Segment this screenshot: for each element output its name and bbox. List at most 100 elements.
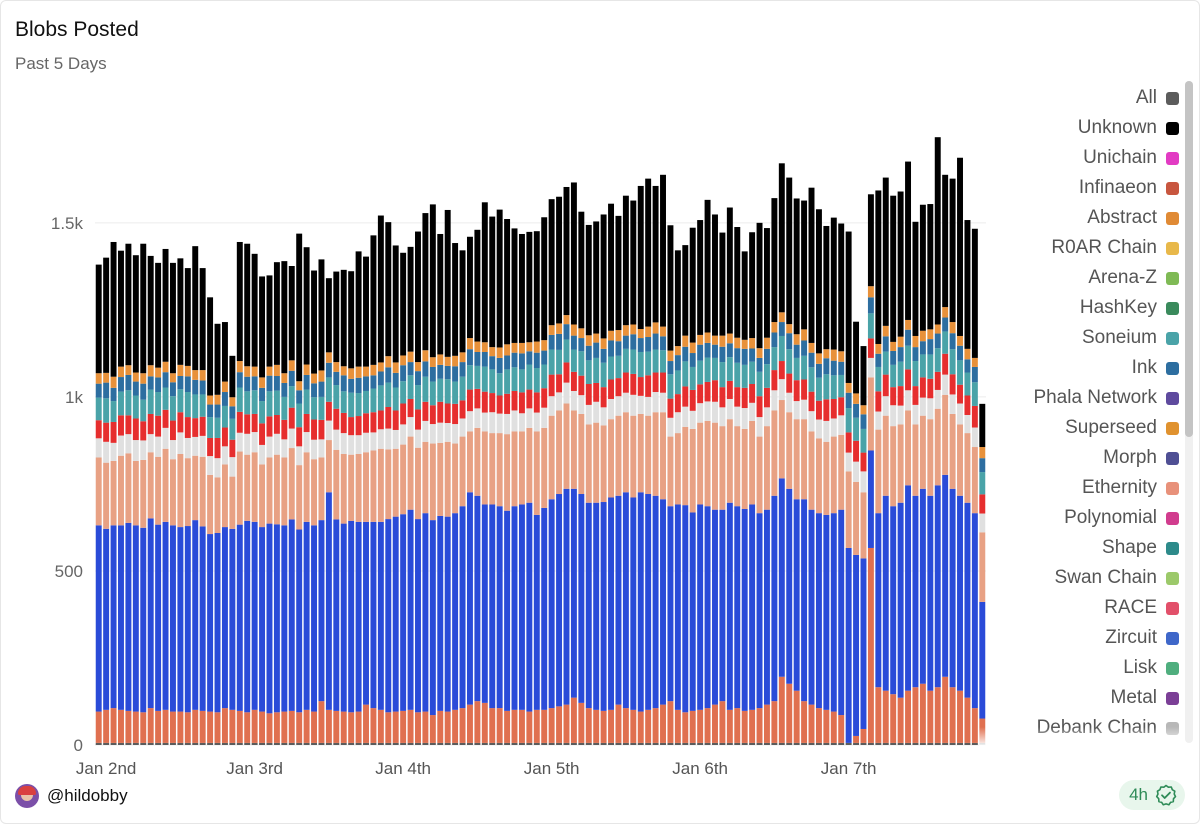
legend-item[interactable]: HashKey — [979, 293, 1179, 323]
legend-item[interactable]: Ethernity — [979, 473, 1179, 503]
bar-segment[interactable] — [355, 377, 362, 394]
bar-segment[interactable] — [845, 392, 852, 409]
bar-segment[interactable] — [853, 440, 860, 462]
bar-segment[interactable] — [221, 446, 228, 465]
bar-segment[interactable] — [749, 420, 756, 505]
bar-segment[interactable] — [489, 504, 496, 709]
bar-segment[interactable] — [511, 709, 518, 743]
bar-segment[interactable] — [778, 742, 785, 745]
bar-segment[interactable] — [734, 387, 741, 407]
bar-segment[interactable] — [830, 360, 837, 376]
bar-segment[interactable] — [400, 444, 407, 515]
bar-segment[interactable] — [823, 358, 830, 375]
bar-segment[interactable] — [110, 376, 117, 388]
legend-item[interactable]: Zircuit — [979, 623, 1179, 653]
bar-segment[interactable] — [333, 710, 340, 743]
bar-segment[interactable] — [236, 372, 243, 388]
bar-segment[interactable] — [875, 391, 882, 412]
bar-segment[interactable] — [600, 338, 607, 349]
bar-segment[interactable] — [207, 534, 214, 712]
bar-segment[interactable] — [296, 465, 303, 530]
bar-segment[interactable] — [815, 513, 822, 709]
bar-segment[interactable] — [578, 702, 585, 743]
bar-segment[interactable] — [407, 351, 414, 363]
bar-segment[interactable] — [504, 434, 511, 511]
bar-segment[interactable] — [481, 351, 488, 367]
bar-segment[interactable] — [637, 413, 644, 493]
bar-segment[interactable] — [244, 366, 251, 377]
bar-segment[interactable] — [95, 373, 102, 384]
legend-item[interactable]: Superseed — [979, 413, 1179, 443]
bar-segment[interactable] — [125, 742, 132, 745]
bar-segment[interactable] — [348, 520, 355, 713]
bar-segment[interactable] — [860, 428, 867, 453]
bar-segment[interactable] — [563, 324, 570, 340]
bar-segment[interactable] — [266, 416, 273, 437]
bar-segment[interactable] — [511, 367, 518, 391]
bar-segment[interactable] — [392, 711, 399, 743]
bar-segment[interactable] — [615, 396, 622, 416]
bar-segment[interactable] — [444, 516, 451, 712]
bar-segment[interactable] — [600, 214, 607, 339]
bar-segment[interactable] — [971, 382, 978, 406]
bar-segment[interactable] — [407, 509, 414, 710]
bar-segment[interactable] — [600, 348, 607, 363]
bar-segment[interactable] — [340, 391, 347, 413]
bar-segment[interactable] — [726, 502, 733, 710]
bar-segment[interactable] — [697, 709, 704, 743]
refresh-badge[interactable]: 4h — [1119, 780, 1185, 810]
bar-segment[interactable] — [608, 340, 615, 357]
bar-segment[interactable] — [429, 366, 436, 382]
bar-segment[interactable] — [541, 407, 548, 428]
bar-segment[interactable] — [192, 246, 199, 371]
bar-segment[interactable] — [749, 348, 756, 362]
bar-segment[interactable] — [385, 406, 392, 429]
bar-segment[interactable] — [778, 361, 785, 380]
bar-segment[interactable] — [749, 504, 756, 710]
bar-segment[interactable] — [845, 231, 852, 383]
bar-segment[interactable] — [311, 373, 318, 384]
bar-segment[interactable] — [556, 706, 563, 743]
bar-segment[interactable] — [793, 419, 800, 500]
bar-segment[interactable] — [905, 319, 912, 330]
bar-segment[interactable] — [942, 331, 949, 354]
bar-segment[interactable] — [912, 495, 919, 688]
bar-segment[interactable] — [251, 253, 258, 367]
bar-segment[interactable] — [214, 477, 221, 533]
bar-segment[interactable] — [296, 233, 303, 382]
bar-segment[interactable] — [815, 377, 822, 401]
bar-segment[interactable] — [570, 697, 577, 743]
bar-segment[interactable] — [838, 397, 845, 416]
bar-segment[interactable] — [311, 397, 318, 420]
bar-segment[interactable] — [853, 417, 860, 441]
bar-segment[interactable] — [169, 382, 176, 397]
bar-segment[interactable] — [719, 387, 726, 408]
bar-segment[interactable] — [815, 400, 822, 420]
bar-segment[interactable] — [474, 701, 481, 743]
bar-segment[interactable] — [184, 417, 191, 438]
bar-segment[interactable] — [645, 351, 652, 376]
bar-segment[interactable] — [155, 367, 162, 378]
bar-segment[interactable] — [964, 220, 971, 349]
bar-segment[interactable] — [645, 337, 652, 352]
bar-segment[interactable] — [214, 742, 221, 745]
bar-segment[interactable] — [318, 742, 325, 745]
bar-segment[interactable] — [385, 742, 392, 745]
bar-segment[interactable] — [838, 742, 845, 745]
bar-segment[interactable] — [251, 366, 258, 377]
bar-segment[interactable] — [905, 410, 912, 486]
bar-segment[interactable] — [348, 271, 355, 369]
bar-segment[interactable] — [957, 335, 963, 346]
bar-segment[interactable] — [964, 395, 971, 415]
bar-segment[interactable] — [853, 321, 860, 394]
bar-segment[interactable] — [905, 390, 912, 411]
bar-segment[interactable] — [674, 394, 681, 413]
bar-segment[interactable] — [964, 372, 971, 396]
bar-segment[interactable] — [481, 702, 488, 743]
bar-segment[interactable] — [489, 412, 496, 434]
bar-segment[interactable] — [162, 409, 169, 428]
bar-segment[interactable] — [385, 222, 392, 357]
bar-segment[interactable] — [615, 330, 622, 342]
bar-segment[interactable] — [444, 403, 451, 423]
bar-segment[interactable] — [749, 402, 756, 421]
